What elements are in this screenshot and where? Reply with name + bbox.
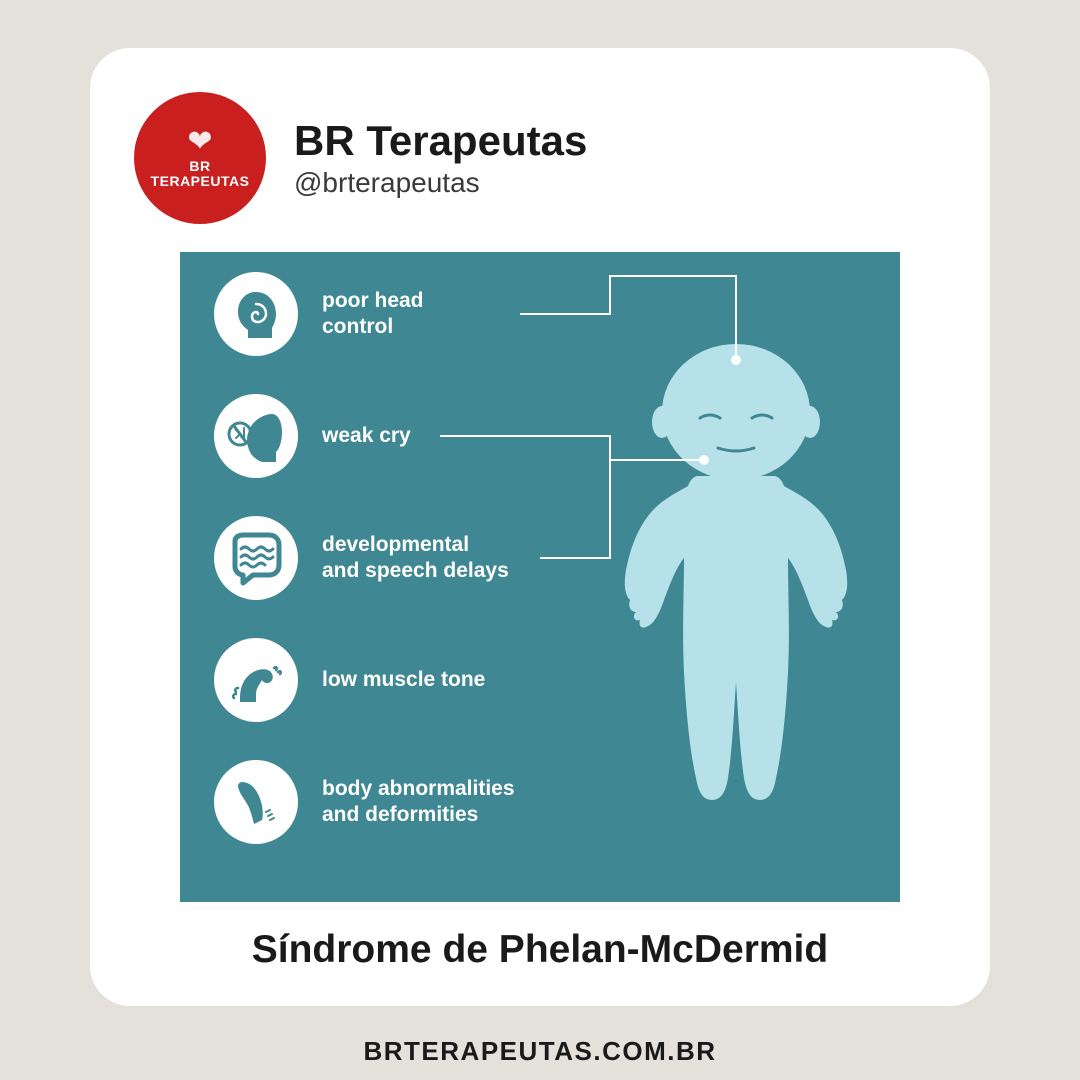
symptom-item: developmentaland speech delays <box>214 516 515 600</box>
infographic-panel: poor headcontrol weak cry <box>180 252 900 902</box>
profile-name: BR Terapeutas <box>294 117 587 165</box>
head-spiral-icon <box>214 272 298 356</box>
content-card: ❤ BR TERAPEUTAS BR Terapeutas @brterapeu… <box>90 48 990 1006</box>
bent-arm-icon <box>214 760 298 844</box>
brand-logo: ❤ BR TERAPEUTAS <box>134 92 266 224</box>
logo-text-line1: BR <box>189 159 210 174</box>
symptom-label: weak cry <box>322 423 411 449</box>
logo-heart-icon: ❤ <box>187 127 212 157</box>
profile-text: BR Terapeutas @brterapeutas <box>294 117 587 199</box>
card-title: Síndrome de Phelan-McDermid <box>134 928 946 972</box>
profile-handle: @brterapeutas <box>294 167 587 199</box>
symptom-label: developmentaland speech delays <box>322 532 509 585</box>
footer-url: BRTERAPEUTAS.COM.BR <box>363 1036 716 1067</box>
speech-wave-icon <box>214 516 298 600</box>
symptom-item: body abnormalitiesand deformities <box>214 760 515 844</box>
symptom-item: low muscle tone <box>214 638 515 722</box>
symptom-label: poor headcontrol <box>322 288 424 341</box>
profile-header: ❤ BR TERAPEUTAS BR Terapeutas @brterapeu… <box>134 92 946 224</box>
logo-text-line2: TERAPEUTAS <box>151 174 250 189</box>
flex-arm-icon <box>214 638 298 722</box>
symptom-item: weak cry <box>214 394 515 478</box>
symptom-item: poor headcontrol <box>214 272 515 356</box>
symptom-label: body abnormalitiesand deformities <box>322 776 515 829</box>
baby-figure-icon <box>606 342 866 812</box>
symptom-list: poor headcontrol weak cry <box>214 272 515 844</box>
mute-face-icon <box>214 394 298 478</box>
symptom-label: low muscle tone <box>322 667 485 693</box>
